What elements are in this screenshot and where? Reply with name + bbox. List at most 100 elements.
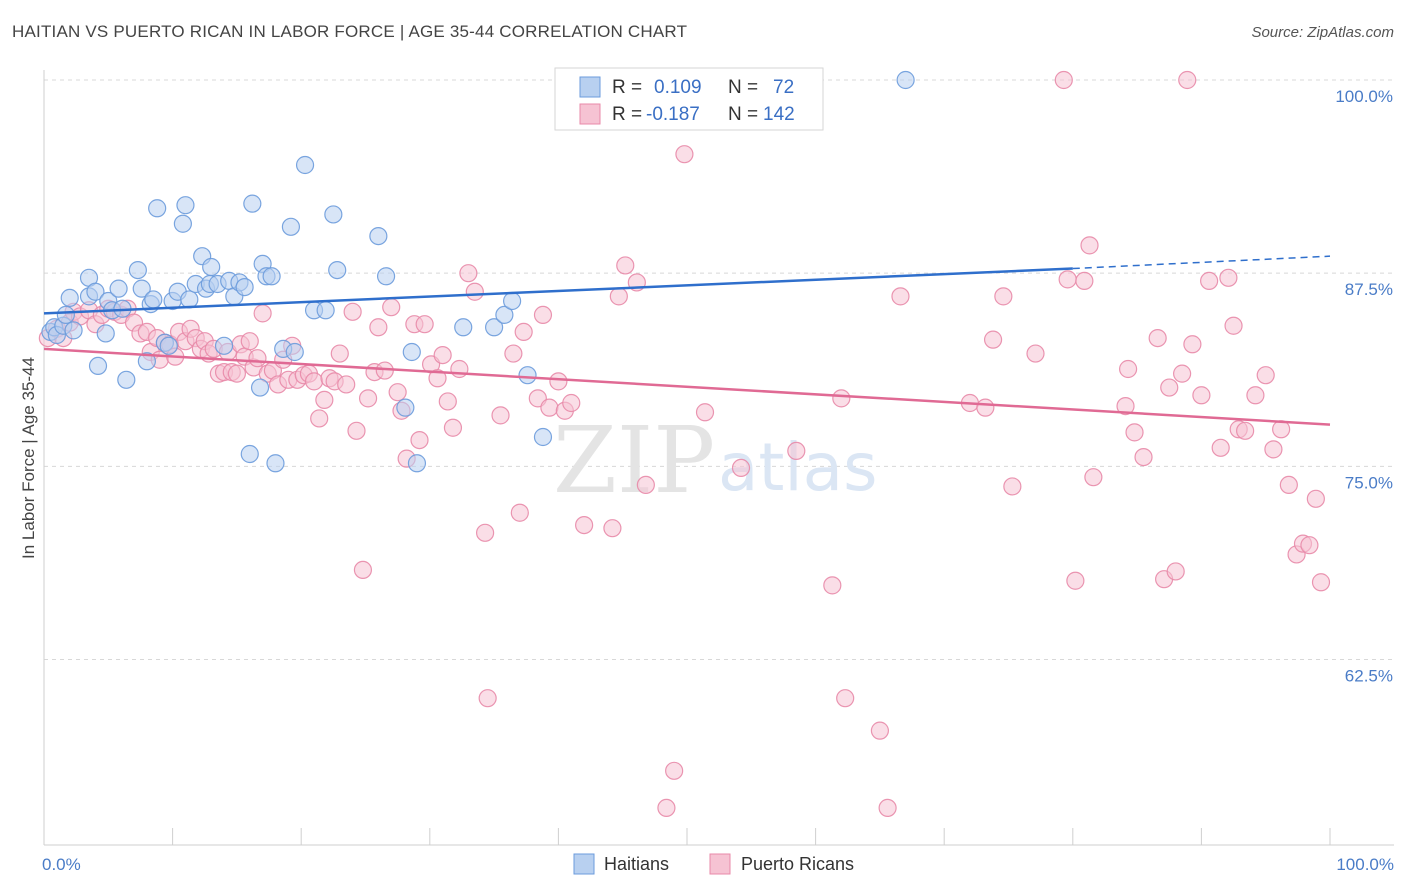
puerto-ricans-trend-line (43, 347, 1331, 426)
puerto-rican-point-118 (1054, 70, 1073, 90)
y-tick-labels: 62.5% 75.0% 87.5% 100.0% (1335, 87, 1393, 686)
puerto-rican-point-70 (415, 315, 434, 334)
haitian-point-61 (454, 318, 473, 337)
puerto-rican-point-52 (315, 390, 334, 410)
puerto-rican-point-87 (540, 398, 559, 417)
legend-n-value-1: 72 (773, 77, 794, 98)
watermark-zip: ZIP (553, 407, 715, 514)
haitian-point-10 (88, 356, 108, 376)
puerto-rican-point-145 (1279, 475, 1298, 495)
puerto-rican-point-86 (533, 305, 553, 325)
haitian-point-57 (376, 267, 396, 286)
haitian-point-58 (396, 398, 415, 417)
haitian-point-28 (176, 196, 195, 215)
legend-r-value-2: -0.187 (646, 104, 700, 125)
puerto-rican-point-117 (1026, 344, 1045, 363)
puerto-rican-point-138 (1224, 316, 1243, 335)
puerto-rican-point-125 (1125, 423, 1144, 442)
bottom-legend-label-puerto-ricans[interactable]: Puerto Ricans (741, 854, 854, 874)
puerto-rican-point-126 (1134, 447, 1153, 467)
puerto-rican-point-91 (575, 515, 594, 535)
puerto-rican-point-148 (1300, 536, 1319, 555)
haitian-point-63 (495, 305, 514, 325)
haitian-point-54 (324, 205, 343, 224)
puerto-rican-point-132 (1178, 70, 1197, 90)
haitian-point-46 (262, 267, 281, 286)
puerto-rican-point-80 (478, 689, 497, 708)
puerto-rican-point-108 (836, 689, 855, 708)
legend-n-label-2: N = (728, 104, 758, 125)
haitian-point-62 (485, 318, 504, 337)
puerto-rican-point-109 (870, 721, 890, 740)
haitian-point-27 (173, 214, 192, 233)
legend-n-label-1: N = (728, 77, 758, 98)
puerto-rican-point-135 (1200, 271, 1219, 291)
haitian-point-65 (518, 366, 537, 385)
haitian-point-43 (250, 378, 270, 397)
watermark: ZIP atlas (553, 407, 878, 514)
bottom-legend-swatch-haitians[interactable] (573, 853, 595, 875)
puerto-rican-point-136 (1211, 438, 1230, 457)
haitian-point-36 (214, 336, 234, 355)
puerto-rican-point-60 (358, 389, 378, 408)
puerto-rican-point-57 (343, 302, 362, 321)
bottom-legend-label-haitians[interactable]: Haitians (604, 854, 669, 874)
haitian-point-41 (240, 444, 259, 464)
puerto-rican-point-141 (1246, 386, 1265, 405)
y-tick-label-1: 75.0% (1345, 473, 1393, 492)
trend-lines (43, 255, 1331, 426)
puerto-rican-point-127 (1148, 328, 1167, 348)
haitians-points (41, 70, 915, 473)
haitian-point-51 (295, 155, 315, 175)
puerto-rican-point-150 (1311, 573, 1331, 592)
y-tick-label-0: 62.5% (1345, 667, 1393, 686)
puerto-rican-point-93 (609, 287, 628, 306)
x-tick-marks (43, 828, 1331, 845)
haitian-point-47 (266, 454, 285, 473)
puerto-rican-point-83 (510, 503, 529, 522)
puerto-rican-point-142 (1256, 366, 1275, 385)
puerto-rican-point-51 (310, 409, 329, 428)
puerto-rican-point-130 (1166, 562, 1185, 581)
puerto-rican-point-55 (330, 344, 349, 363)
haitian-point-29 (180, 290, 199, 309)
legend-r-label-1: R = (612, 77, 642, 98)
puerto-rican-point-92 (603, 519, 622, 538)
puerto-rican-point-106 (823, 576, 842, 595)
y-tick-label-2: 87.5% (1345, 280, 1393, 299)
legend-n-value-2: 142 (763, 104, 795, 125)
haitian-point-67 (896, 70, 915, 90)
puerto-rican-point-98 (657, 798, 676, 818)
puerto-rican-point-90 (562, 393, 581, 413)
bottom-legend-swatch-puerto-ricans[interactable] (709, 853, 731, 875)
puerto-rican-point-124 (1116, 396, 1135, 416)
puerto-rican-point-111 (891, 287, 910, 306)
legend-swatch-haitians (579, 76, 601, 98)
puerto-rican-point-72 (428, 369, 447, 388)
puerto-rican-point-131 (1173, 364, 1192, 383)
haitian-point-53 (316, 301, 335, 320)
puerto-rican-point-75 (443, 418, 463, 437)
haitian-point-21 (144, 290, 163, 309)
puerto-rican-point-115 (994, 287, 1013, 306)
puerto-rican-point-116 (1003, 477, 1022, 496)
puerto-rican-point-96 (636, 475, 655, 495)
puerto-rican-point-65 (388, 383, 407, 402)
haitian-point-18 (132, 279, 151, 298)
haitian-point-42 (243, 194, 262, 213)
puerto-rican-point-64 (382, 298, 401, 317)
legend-r-value-1: 0.109 (654, 77, 702, 98)
haitian-point-59 (402, 342, 421, 362)
puerto-rican-point-114 (983, 330, 1003, 349)
puerto-rican-point-50 (304, 372, 324, 391)
puerto-rican-point-137 (1219, 268, 1238, 287)
puerto-rican-point-149 (1306, 489, 1325, 508)
puerto-rican-point-40 (253, 304, 272, 323)
haitian-point-40 (235, 277, 254, 297)
puerto-rican-point-74 (438, 392, 457, 411)
puerto-rican-point-102 (731, 458, 751, 478)
puerto-rican-point-119 (1058, 270, 1077, 289)
puerto-rican-point-94 (616, 256, 635, 275)
source-credit: Source: ZipAtlas.com (1251, 24, 1394, 41)
